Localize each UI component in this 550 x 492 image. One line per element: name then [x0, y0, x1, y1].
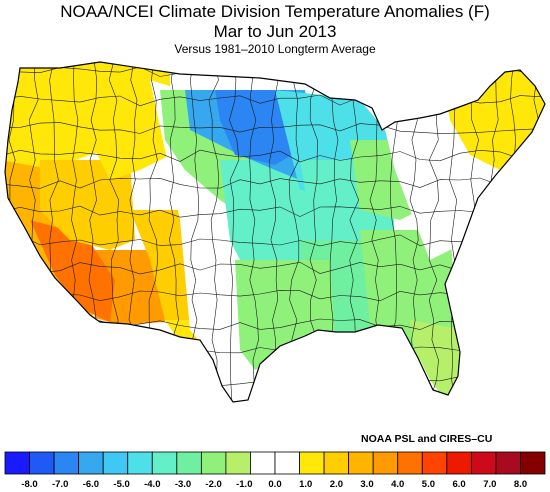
division-boundary-line — [5, 234, 541, 247]
division-boundary-line — [5, 122, 541, 134]
legend-tick-label: -3.0 — [175, 479, 191, 490]
map-period: Mar to Jun 2013 — [213, 22, 337, 41]
division-boundary-line — [428, 62, 440, 402]
legend-color-box — [470, 451, 497, 475]
legend-tick-label: -6.0 — [83, 479, 99, 490]
legend-color-box — [520, 451, 546, 475]
division-boundary-line — [5, 374, 541, 387]
division-boundary-line — [5, 261, 541, 275]
legend-color-box — [372, 451, 399, 475]
legend-tick-label: 5.0 — [422, 479, 435, 490]
legend-tick-label: 2.0 — [330, 479, 343, 490]
legend-color-box — [78, 451, 104, 475]
region-great-basin — [40, 160, 135, 250]
division-boundary-line — [229, 62, 240, 402]
legend-color-box — [4, 451, 30, 475]
legend-color-box — [29, 451, 55, 475]
legend-tick-label: 0.0 — [268, 479, 281, 490]
region-texas-gulf — [235, 260, 335, 370]
legend-tick-label: -1.0 — [236, 479, 252, 490]
legend-tick-label: -2.0 — [205, 479, 221, 490]
legend-tick-label: -8.0 — [21, 479, 37, 490]
legend-color-box — [495, 451, 521, 475]
legend-tick-label: -7.0 — [52, 479, 68, 490]
region-mid-atlantic-neutral — [360, 100, 470, 260]
legend-color-box — [102, 451, 129, 475]
region-southern-california — [30, 220, 115, 322]
division-boundary-line — [5, 149, 541, 163]
division-boundary-line — [208, 62, 220, 402]
legend-color-box — [421, 451, 448, 475]
legend-color-box — [299, 451, 325, 475]
legend-color-box — [53, 451, 80, 475]
legend-tick-label: -4.0 — [144, 479, 160, 490]
legend-color-box — [200, 451, 227, 475]
legend-tick-label: 8.0 — [514, 479, 527, 490]
legend-color-box — [250, 451, 276, 475]
legend-color-box — [127, 451, 153, 475]
division-boundary-line — [5, 177, 541, 189]
legend-tick-label: 4.0 — [391, 479, 404, 490]
legend-tick-label: -5.0 — [113, 479, 129, 490]
climate-division-map — [4, 61, 546, 403]
legend-color-box — [446, 451, 472, 475]
legend-color-box — [274, 451, 300, 475]
division-boundary-line — [249, 62, 259, 402]
legend-color-box — [151, 451, 178, 475]
division-boundary-line — [449, 62, 458, 402]
legend-color-box — [176, 451, 202, 475]
region-florida — [410, 320, 465, 400]
legend-tick-label: 7.0 — [483, 479, 496, 490]
region-upper-midwest-core — [215, 90, 300, 165]
color-legend: -8.0 -7.0 -6.0 -5.0 -4.0 -3.0 -2.0 -1.0 0.0 1.0 2.… — [4, 451, 546, 490]
legend-color-box — [323, 451, 350, 475]
legend-color-box — [225, 451, 251, 475]
legend-color-box — [397, 451, 423, 475]
legend-tick-label: 6.0 — [452, 479, 465, 490]
map-subtitle: Versus 1981–2010 Longterm Average — [174, 42, 376, 56]
map-title: NOAA/NCEI Climate Division Temperature A… — [60, 2, 490, 21]
credit-label: NOAA PSL and CIRES–CU — [361, 433, 493, 445]
division-boundary-line — [5, 205, 541, 218]
legend-tick-label: 3.0 — [360, 479, 373, 490]
region-northern-rockies — [70, 62, 170, 180]
legend-color-box — [348, 451, 374, 475]
legend-tick-label: 1.0 — [299, 479, 312, 490]
